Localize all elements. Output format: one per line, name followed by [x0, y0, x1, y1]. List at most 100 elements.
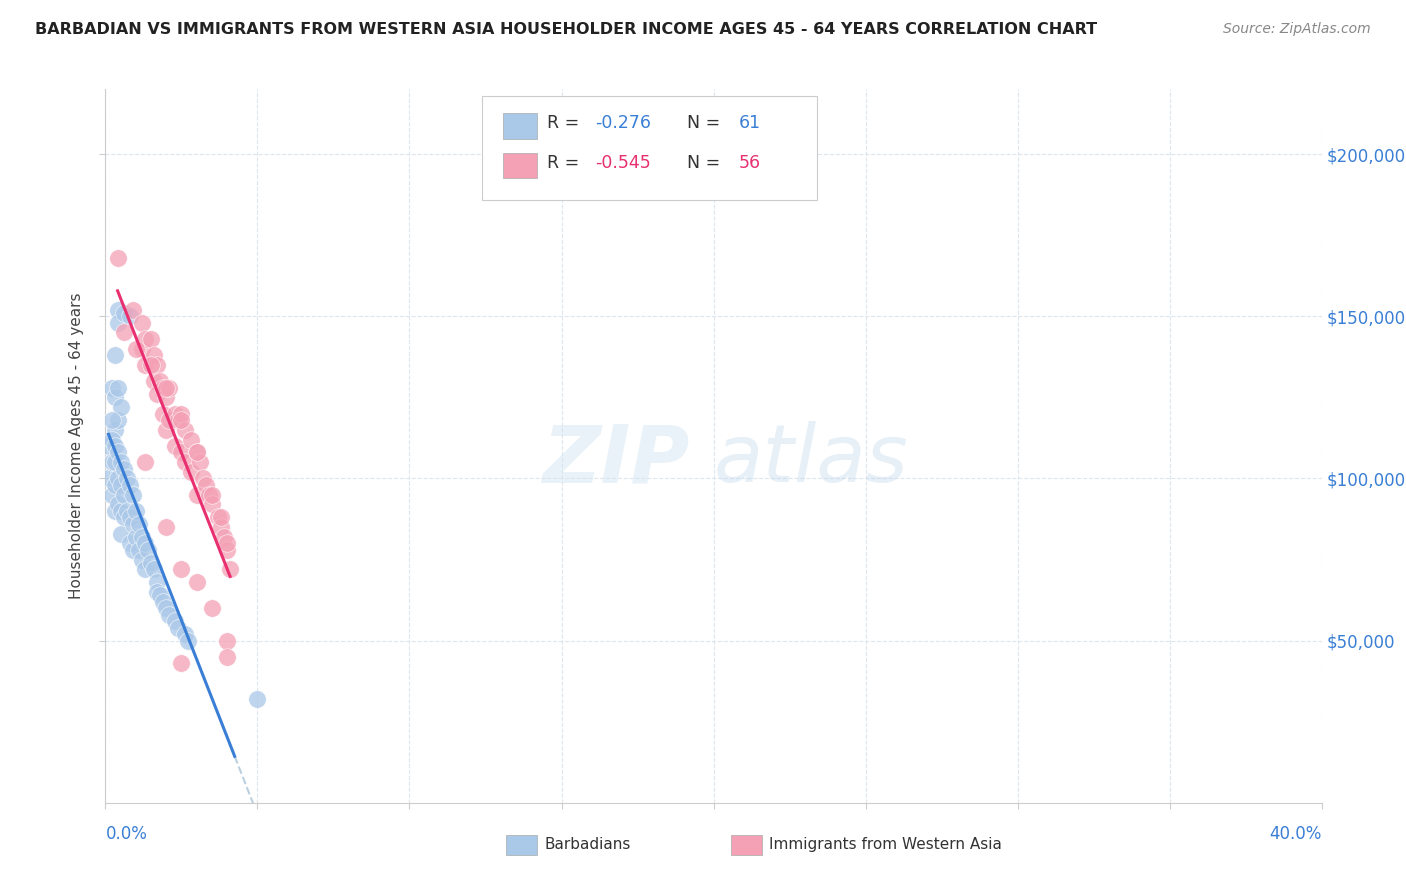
Point	[128, 542, 150, 557]
Point	[155, 601, 177, 615]
Point	[100, 433, 122, 447]
Point	[246, 692, 269, 706]
Point	[97, 471, 120, 485]
Point	[155, 390, 177, 404]
FancyBboxPatch shape	[503, 113, 537, 139]
Point	[139, 556, 162, 570]
Text: 61: 61	[740, 114, 761, 132]
Point	[143, 374, 166, 388]
Point	[107, 251, 129, 265]
Point	[143, 348, 166, 362]
Point	[112, 510, 135, 524]
Point	[217, 542, 239, 557]
Point	[131, 530, 153, 544]
Point	[118, 310, 141, 324]
Point	[173, 423, 195, 437]
Point	[107, 316, 129, 330]
Point	[157, 413, 180, 427]
Text: BARBADIAN VS IMMIGRANTS FROM WESTERN ASIA HOUSEHOLDER INCOME AGES 45 - 64 YEARS : BARBADIAN VS IMMIGRANTS FROM WESTERN ASI…	[35, 22, 1097, 37]
Point	[180, 465, 202, 479]
Text: R =: R =	[547, 153, 585, 171]
Point	[217, 536, 239, 550]
Point	[186, 445, 208, 459]
Point	[188, 455, 211, 469]
Point	[198, 488, 221, 502]
Point	[167, 413, 190, 427]
Point	[112, 488, 135, 502]
Point	[107, 381, 129, 395]
Point	[186, 445, 208, 459]
Point	[217, 649, 239, 664]
Point	[136, 542, 159, 557]
Point	[149, 588, 172, 602]
Point	[100, 413, 122, 427]
Point	[191, 471, 214, 485]
Point	[134, 536, 156, 550]
Point	[110, 478, 132, 492]
Point	[110, 504, 132, 518]
Y-axis label: Householder Income Ages 45 - 64 years: Householder Income Ages 45 - 64 years	[69, 293, 84, 599]
Text: ZIP: ZIP	[541, 421, 689, 500]
Point	[107, 497, 129, 511]
Point	[155, 520, 177, 534]
Text: Source: ZipAtlas.com: Source: ZipAtlas.com	[1223, 22, 1371, 37]
Point	[217, 633, 239, 648]
Point	[97, 439, 120, 453]
Point	[121, 488, 143, 502]
Text: 40.0%: 40.0%	[1270, 825, 1322, 843]
Text: N =: N =	[686, 114, 725, 132]
Point	[134, 562, 156, 576]
Point	[155, 381, 177, 395]
Text: 0.0%: 0.0%	[105, 825, 148, 843]
Text: 56: 56	[740, 153, 761, 171]
Point	[118, 536, 141, 550]
Point	[139, 332, 162, 346]
Point	[134, 358, 156, 372]
Text: atlas: atlas	[713, 421, 908, 500]
Point	[170, 445, 193, 459]
Point	[165, 614, 187, 628]
Point	[170, 413, 193, 427]
Point	[212, 530, 235, 544]
Point	[143, 562, 166, 576]
FancyBboxPatch shape	[503, 153, 537, 178]
Point	[100, 455, 122, 469]
Point	[170, 407, 193, 421]
Point	[103, 504, 125, 518]
Point	[118, 478, 141, 492]
Point	[103, 390, 125, 404]
Point	[131, 552, 153, 566]
Point	[201, 601, 224, 615]
Point	[207, 510, 229, 524]
Point	[103, 455, 125, 469]
Point	[152, 595, 174, 609]
Point	[176, 633, 198, 648]
FancyBboxPatch shape	[482, 96, 817, 200]
Point	[131, 316, 153, 330]
Point	[201, 488, 224, 502]
Point	[100, 381, 122, 395]
Point	[134, 455, 156, 469]
Point	[107, 471, 129, 485]
Point	[103, 478, 125, 492]
Point	[157, 607, 180, 622]
Point	[125, 342, 148, 356]
Point	[112, 306, 135, 320]
Text: Barbadians: Barbadians	[544, 838, 630, 852]
Text: -0.545: -0.545	[596, 153, 651, 171]
Point	[165, 407, 187, 421]
Point	[146, 387, 169, 401]
Point	[155, 423, 177, 437]
Point	[107, 302, 129, 317]
Point	[146, 585, 169, 599]
Point	[146, 575, 169, 590]
Point	[103, 439, 125, 453]
Point	[180, 433, 202, 447]
Point	[194, 478, 217, 492]
Point	[152, 407, 174, 421]
Point	[149, 374, 172, 388]
Point	[125, 504, 148, 518]
Point	[125, 530, 148, 544]
Text: N =: N =	[686, 153, 725, 171]
Point	[186, 488, 208, 502]
